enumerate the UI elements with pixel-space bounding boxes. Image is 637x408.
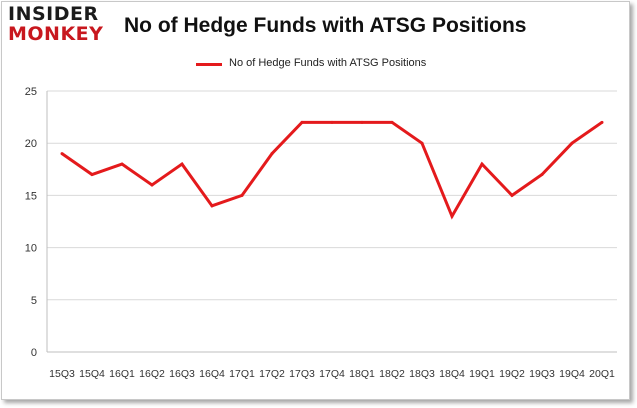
data-point (570, 141, 574, 145)
data-point (390, 120, 394, 124)
data-point (600, 120, 604, 124)
x-tick-label: 16Q3 (169, 368, 195, 380)
y-tick-label: 25 (25, 86, 37, 98)
data-point (120, 162, 124, 166)
x-tick-label: 19Q1 (469, 368, 495, 380)
series-line (61, 120, 603, 220)
logo-line-1: INSIDER (8, 3, 99, 25)
y-tick-labels: 0 5 10 15 20 25 (25, 86, 37, 359)
x-tick-label: 18Q3 (409, 368, 435, 380)
data-point (330, 120, 334, 124)
axes (46, 91, 617, 353)
x-tick-label: 15Q3 (49, 368, 75, 380)
legend-swatch (196, 63, 222, 66)
chart-frame (1, 1, 630, 400)
x-tick-label: 20Q1 (589, 368, 615, 380)
gridlines (47, 90, 617, 301)
insider-monkey-logo: INSIDER MONKEY (8, 5, 116, 44)
y-tick-label: 0 (31, 347, 37, 359)
logo-line-2: MONKEY (8, 23, 104, 45)
data-point (420, 141, 424, 145)
series-group (60, 120, 604, 220)
data-point (360, 120, 364, 124)
x-tick-label: 18Q2 (379, 368, 405, 380)
data-point (480, 162, 484, 166)
x-tick-label: 16Q2 (139, 368, 165, 380)
chart-title: No of Hedge Funds with ATSG Positions (124, 14, 527, 37)
data-point (300, 120, 304, 124)
x-tick-label: 17Q2 (259, 368, 285, 380)
x-tick-label: 19Q4 (559, 368, 585, 380)
data-point (180, 162, 184, 166)
x-tick-label: 16Q1 (109, 368, 135, 380)
data-point (210, 204, 214, 208)
x-tick-label: 15Q4 (79, 368, 105, 380)
data-point (240, 193, 244, 197)
x-tick-label: 17Q3 (289, 368, 315, 380)
data-point (450, 214, 454, 218)
data-point (90, 173, 94, 177)
x-tick-label: 19Q2 (499, 368, 525, 380)
x-tick-label: 18Q1 (349, 368, 375, 380)
data-point (60, 152, 64, 156)
y-tick-label: 5 (31, 295, 37, 307)
x-tick-label: 16Q4 (199, 368, 225, 380)
legend-label: No of Hedge Funds with ATSG Positions (229, 57, 427, 69)
y-tick-label: 20 (25, 138, 37, 150)
y-tick-label: 10 (25, 243, 37, 255)
data-point (540, 173, 544, 177)
x-tick-label: 19Q3 (529, 368, 555, 380)
data-point (510, 193, 514, 197)
y-tick-label: 15 (25, 190, 37, 202)
x-tick-labels: 15Q3 15Q4 16Q1 16Q2 16Q3 16Q4 17Q1 17Q2 17Q3 17Q4… (49, 368, 615, 380)
x-tick-label: 18Q4 (439, 368, 465, 380)
data-point (270, 152, 274, 156)
x-tick-label: 17Q4 (319, 368, 345, 380)
data-point (150, 183, 154, 187)
x-tick-label: 17Q1 (229, 368, 255, 380)
